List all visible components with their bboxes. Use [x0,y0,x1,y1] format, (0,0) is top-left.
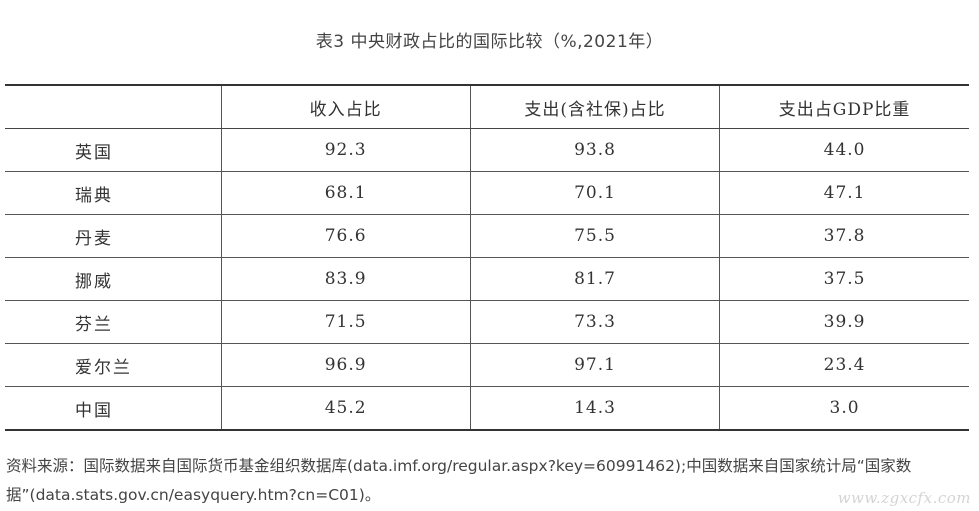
table-row: 英国 92.3 93.8 44.0 [5,128,969,172]
table-row: 瑞典 68.1 70.1 47.1 [5,171,969,215]
country-cell: 挪威 [5,257,221,301]
header-revenue-share: 收入占比 [220,84,471,129]
expenditure-gdp-cell: 39.9 [719,300,969,344]
country-cell: 爱尔兰 [5,343,221,387]
country-cell: 芬兰 [5,300,221,344]
expenditure-share-cell: 70.1 [469,171,720,215]
revenue-share-cell: 76.6 [220,214,471,258]
revenue-share-cell: 71.5 [220,300,471,344]
watermark: www.zgxcfx.com [837,489,971,507]
expenditure-share-cell: 97.1 [469,343,720,387]
expenditure-share-cell: 73.3 [469,300,720,344]
expenditure-gdp-cell: 37.5 [719,257,969,301]
country-cell: 瑞典 [5,171,221,215]
comparison-table: 收入占比 支出(含社保)占比 支出占GDP比重 英国 92.3 93.8 44.… [5,84,969,431]
country-cell: 中国 [5,386,221,431]
expenditure-share-cell: 75.5 [469,214,720,258]
revenue-share-cell: 92.3 [220,128,471,172]
header-expenditure-gdp: 支出占GDP比重 [719,84,969,129]
table-header-row: 收入占比 支出(含社保)占比 支出占GDP比重 [5,84,969,129]
expenditure-gdp-cell: 3.0 [719,386,969,431]
table-row: 挪威 83.9 81.7 37.5 [5,257,969,301]
source-note: 资料来源：国际数据来自国际货币基金组织数据库(data.imf.org/regu… [6,457,912,504]
revenue-share-cell: 45.2 [220,386,471,431]
table-title: 表3 中央财政占比的国际比较（%,2021年） [315,32,664,52]
expenditure-share-cell: 93.8 [469,128,720,172]
expenditure-share-cell: 81.7 [469,257,720,301]
table-row: 中国 45.2 14.3 3.0 [5,386,969,431]
revenue-share-cell: 83.9 [220,257,471,301]
country-cell: 英国 [5,128,221,172]
country-cell: 丹麦 [5,214,221,258]
table-row: 爱尔兰 96.9 97.1 23.4 [5,343,969,387]
expenditure-share-cell: 14.3 [469,386,720,431]
expenditure-gdp-cell: 47.1 [719,171,969,215]
header-expenditure-share: 支出(含社保)占比 [469,84,720,129]
expenditure-gdp-cell: 37.8 [719,214,969,258]
expenditure-gdp-cell: 44.0 [719,128,969,172]
header-country [5,84,221,129]
revenue-share-cell: 68.1 [220,171,471,215]
table-row: 芬兰 71.5 73.3 39.9 [5,300,969,344]
expenditure-gdp-cell: 23.4 [719,343,969,387]
table-row: 丹麦 76.6 75.5 37.8 [5,214,969,258]
revenue-share-cell: 96.9 [220,343,471,387]
